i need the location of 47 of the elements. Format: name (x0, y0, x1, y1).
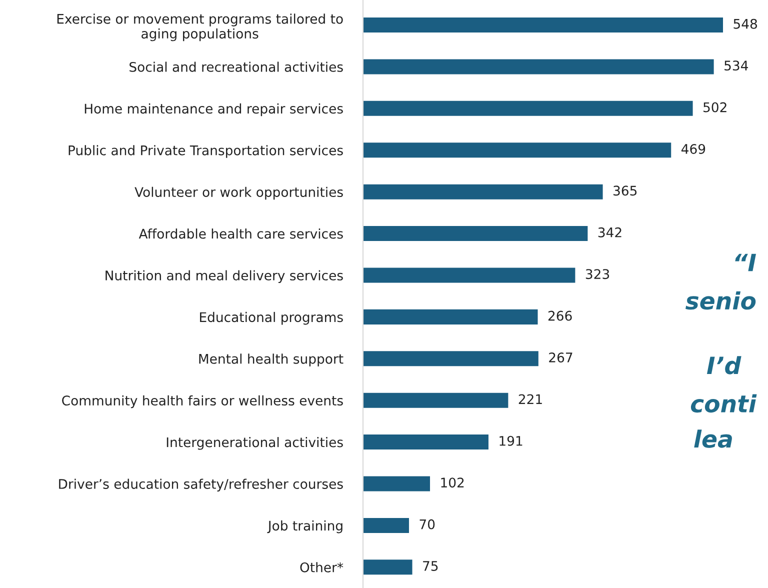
bar (363, 476, 430, 492)
data-label: 365 (614, 186, 637, 196)
data-label: 267 (549, 352, 572, 362)
bar (363, 434, 488, 450)
data-label: 191 (500, 436, 522, 446)
bar (363, 351, 538, 366)
data-label: 342 (598, 227, 622, 238)
y-tick-label: Home maintenance and repair services (84, 103, 343, 116)
data-label: 502 (704, 102, 726, 112)
data-label: 323 (586, 269, 610, 280)
annotation: senio (686, 291, 756, 310)
data-label: 70 (420, 519, 435, 530)
y-tick-label: Mental health support (199, 354, 344, 366)
data-label: 548 (734, 18, 758, 29)
data-label: 469 (681, 144, 706, 154)
annotation: lea (694, 430, 732, 448)
y-tick-label: Driver’s education safety/refresher courses (59, 478, 343, 492)
y-tick-label: Nutrition and meal delivery services (106, 270, 343, 283)
bar (363, 518, 409, 533)
bar (363, 226, 588, 242)
y-tick-label: Social and recreational activities (130, 62, 343, 72)
y-tick-label: Exercise or movement programs tailored to aging populations (57, 14, 343, 42)
bar (363, 142, 672, 158)
bar (363, 309, 538, 324)
text: “I (735, 254, 756, 272)
data-label: 266 (548, 310, 572, 321)
data-label: 75 (423, 561, 438, 571)
bar (363, 18, 723, 33)
y-tick-label: Intergenerational activities (166, 437, 343, 450)
y-tick-label: Job training (267, 520, 342, 534)
bar (363, 560, 412, 575)
y-tick-label: Educational programs (200, 312, 343, 325)
annotation: I’d (706, 356, 742, 374)
y-tick-label: Volunteer or work opportunities (134, 186, 343, 200)
data-label: 534 (724, 60, 748, 71)
y-tick-label: Community health fairs or wellness events (62, 395, 343, 408)
y-tick-label: Public and Private Transportation services (68, 145, 343, 158)
bar (363, 100, 693, 116)
bar (363, 184, 603, 200)
y-tick-label: Affordable health care services (138, 228, 343, 239)
data-label: 221 (518, 394, 542, 404)
bar (363, 268, 576, 283)
data-label: 102 (441, 478, 464, 488)
annotation: conti (690, 394, 757, 413)
bar (363, 392, 508, 408)
bar (363, 59, 714, 74)
y-tick-label: Other* (300, 562, 344, 572)
